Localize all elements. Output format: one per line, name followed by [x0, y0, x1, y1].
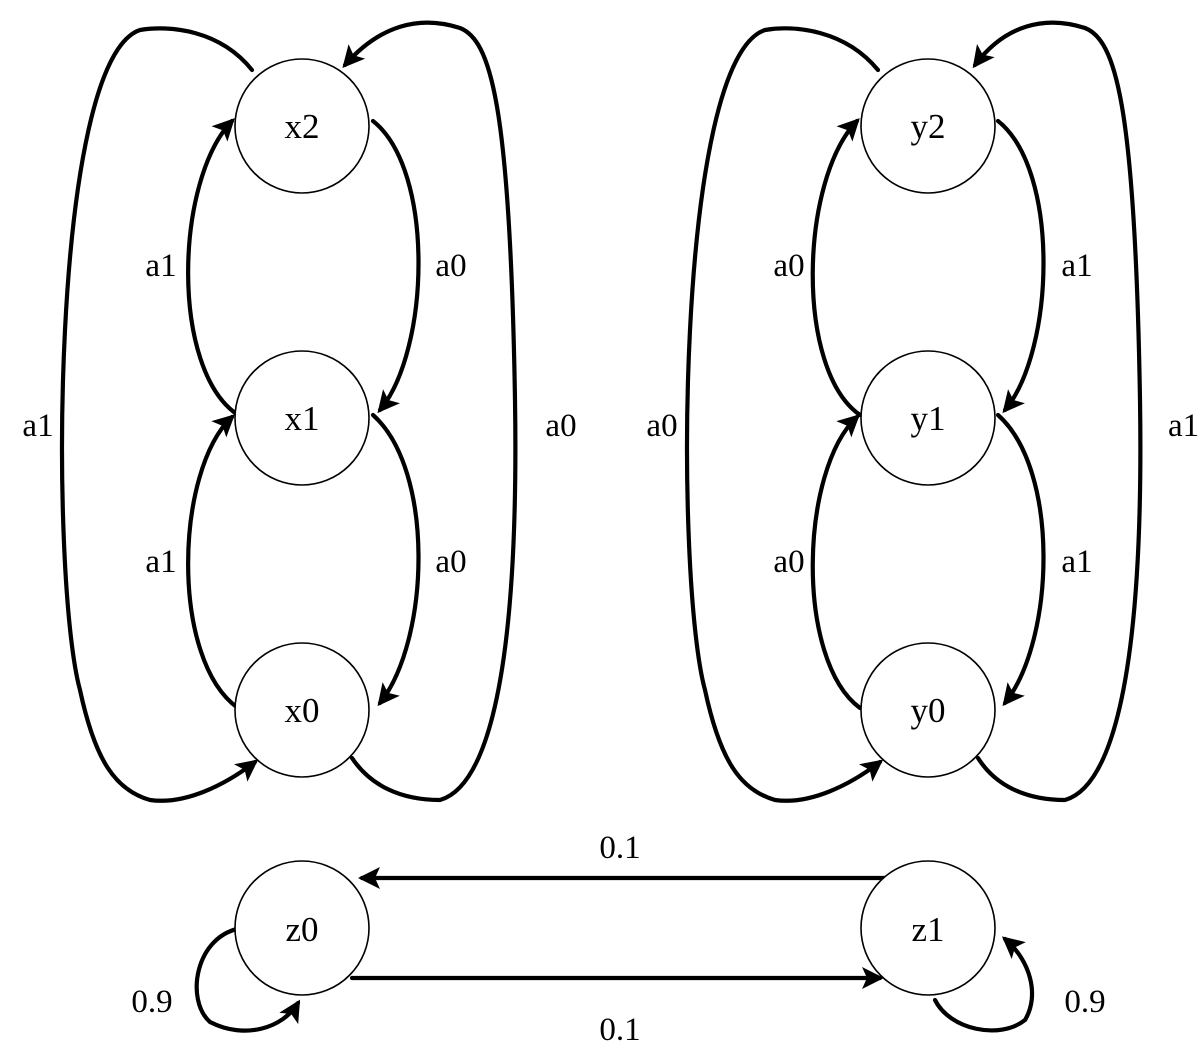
- edge-y1-y2-label: a0: [773, 248, 804, 284]
- graph-x: x2 x1 x0 a1 a1 a0 a0 a1 a0: [22, 20, 577, 803]
- edge-x0-x2-outer-label: a0: [545, 408, 576, 444]
- node-z1: [860, 860, 996, 996]
- edge-x1-x0-label: a0: [435, 544, 466, 580]
- node-x1-label: x1: [285, 399, 320, 438]
- edge-y2-y1: [995, 118, 1046, 414]
- graph-y: y2 y1 y0 a0 a0 a1 a1 a0 a1: [646, 20, 1199, 803]
- edge-y1-y0-label: a1: [1061, 544, 1092, 580]
- edge-z0-z1-label: 0.1: [599, 1012, 640, 1048]
- node-y2: [860, 58, 996, 194]
- edge-z0-self-label: 0.9: [131, 984, 172, 1020]
- edge-x0-x1: [186, 414, 241, 711]
- edge-x1-x2-label: a1: [145, 248, 176, 284]
- edge-x0-x1-label: a1: [145, 544, 176, 580]
- node-y1: [860, 350, 996, 486]
- node-z0-label: z0: [285, 910, 318, 949]
- node-z1-label: z1: [911, 910, 944, 949]
- edge-z0-self: [194, 925, 301, 1033]
- edge-y2-y0-outer: [684, 26, 884, 803]
- edge-y0-y1: [810, 414, 863, 711]
- node-z0: [234, 860, 370, 996]
- edge-z1-z0-label: 0.1: [599, 830, 640, 866]
- edge-x1-x0: [370, 412, 421, 707]
- node-x2: [234, 58, 370, 194]
- edge-x2-x1-label: a0: [435, 248, 466, 284]
- edge-y1-y0: [995, 412, 1046, 707]
- edge-y0-y2-outer-label: a1: [1168, 408, 1199, 444]
- node-y2-label: y2: [911, 107, 946, 146]
- node-x1: [234, 350, 370, 486]
- edge-y0-y1-label: a0: [773, 544, 804, 580]
- node-y0-label: y0: [911, 691, 946, 730]
- edge-x2-x1: [370, 118, 421, 414]
- node-x2-label: x2: [285, 107, 320, 146]
- node-y1-label: y1: [911, 399, 946, 438]
- node-x0: [234, 642, 370, 778]
- edge-y1-y2: [810, 118, 863, 418]
- node-y0: [860, 642, 996, 778]
- edge-y2-y0-outer-label: a0: [646, 408, 677, 444]
- edge-x0-x2-outer: [342, 20, 518, 803]
- edge-x2-x0-outer: [59, 26, 259, 803]
- edge-x1-x2: [186, 118, 241, 418]
- edge-y2-y1-label: a1: [1061, 248, 1092, 284]
- graph-z: z0 z1 0.1 0.1 0.9 0.9: [131, 830, 1105, 1048]
- edge-z1-self: [932, 936, 1035, 1033]
- edge-z1-self-label: 0.9: [1064, 984, 1105, 1020]
- edge-x2-x0-outer-label: a1: [22, 408, 53, 444]
- node-x0-label: x0: [285, 691, 320, 730]
- edge-y0-y2-outer: [972, 20, 1143, 803]
